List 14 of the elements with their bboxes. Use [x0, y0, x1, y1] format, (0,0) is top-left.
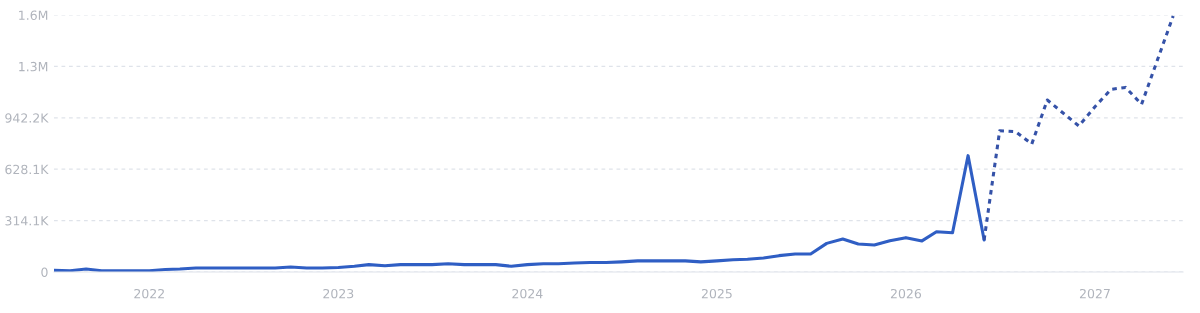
y-tick-label: 1.6M — [19, 10, 48, 20]
x-tick-label: 2022 — [134, 288, 164, 299]
y-tick-label: 628.1K — [5, 164, 49, 175]
y-tick-label: 314.1K — [5, 216, 49, 226]
line-series — [54, 154, 986, 272]
y-tick-label: 942.2K — [5, 113, 49, 123]
x-tick-label: 2027 — [1079, 288, 1110, 299]
y-tick-label: 1.3M — [19, 61, 48, 72]
x-tick-label: 2025 — [701, 288, 732, 299]
line-series — [982, 15, 1175, 242]
x-tick-label: 2023 — [323, 288, 354, 299]
y-tick-label: 0 — [41, 267, 48, 277]
x-tick-label: 2026 — [890, 288, 922, 299]
x-tick-label: 2024 — [512, 288, 543, 299]
